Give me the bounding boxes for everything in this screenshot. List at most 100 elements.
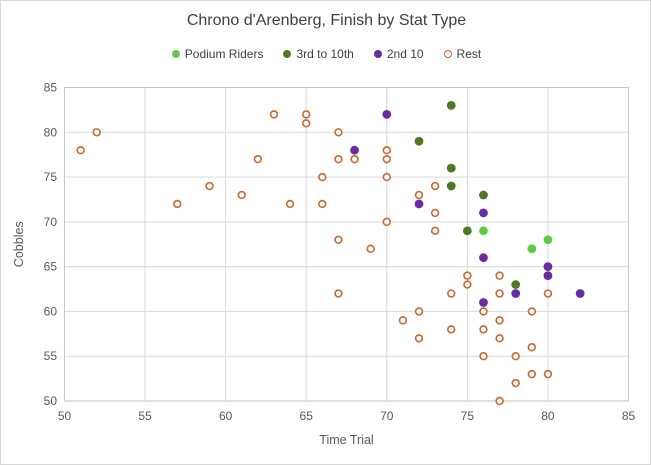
point-2nd-10: [350, 145, 359, 155]
point-rest: [76, 146, 85, 155]
legend-label: Podium Riders: [184, 47, 264, 61]
x-tick-label: 55: [138, 409, 152, 423]
point-rest: [447, 325, 456, 334]
y-tick-label: 55: [44, 349, 58, 363]
x-axis-title: Time Trial: [319, 433, 373, 447]
point-rest: [318, 199, 327, 209]
point-rest: [92, 128, 101, 137]
point-2nd-10: [479, 253, 488, 263]
point-rest: [398, 316, 408, 325]
point-rest: [527, 343, 537, 352]
point-rest: [285, 199, 295, 209]
point-rest: [414, 334, 424, 343]
point-rest: [430, 208, 440, 218]
point-3rd-to-10th: [446, 163, 456, 173]
legend-item-podium-riders: Podium Riders: [171, 47, 264, 61]
y-tick-label: 80: [44, 125, 58, 139]
x-tick-label: 80: [541, 409, 555, 423]
legend-label: Rest: [456, 47, 482, 61]
point-3rd-to-10th: [446, 181, 456, 191]
point-3rd-to-10th: [446, 101, 456, 110]
point-2nd-10: [479, 298, 488, 307]
plot-border: [64, 87, 629, 402]
legend-marker-2nd-10: [373, 50, 382, 58]
point-rest: [463, 280, 472, 289]
legend-label: 3rd to 10th: [296, 47, 354, 61]
point-rest: [430, 226, 440, 236]
point-rest: [237, 190, 246, 200]
point-rest: [382, 172, 391, 182]
point-podium-riders: [479, 226, 488, 236]
x-tick-label: 60: [219, 409, 233, 423]
point-3rd-to-10th: [414, 136, 424, 146]
point-rest: [173, 199, 182, 209]
y-tick-label: 70: [44, 215, 58, 229]
point-rest: [334, 289, 343, 298]
point-3rd-to-10th: [511, 280, 521, 289]
legend-marker-3rd-to-10th: [283, 50, 292, 58]
point-rest: [495, 316, 504, 325]
point-2nd-10: [511, 289, 521, 298]
point-rest: [334, 154, 343, 164]
point-rest: [350, 154, 359, 164]
point-rest: [414, 307, 424, 316]
legend-item-3rd-to-10th: 3rd to 10th: [283, 47, 354, 61]
legend-label: 2nd 10: [386, 47, 424, 61]
y-tick-label: 60: [44, 304, 58, 318]
y-tick-label: 85: [44, 81, 58, 95]
y-axis-title: Cobbles: [12, 221, 26, 267]
point-2nd-10: [414, 199, 424, 209]
x-tick-label: 70: [380, 409, 394, 423]
legend-marker-rest: [443, 50, 452, 58]
point-rest: [430, 181, 440, 191]
point-2nd-10: [382, 109, 392, 119]
legend-marker-podium-riders: [171, 50, 180, 58]
point-rest: [447, 289, 456, 298]
point-rest: [318, 172, 327, 182]
legend-item-2nd-10: 2nd 10: [373, 47, 424, 61]
point-rest: [527, 307, 537, 316]
point-2nd-10: [543, 271, 553, 280]
chart-legend: Podium Riders 3rd to 10th 2nd 10 Rest: [1, 47, 650, 61]
x-tick-label: 65: [300, 409, 314, 423]
point-rest: [495, 271, 504, 280]
point-2nd-10: [575, 289, 585, 298]
point-rest: [382, 154, 391, 164]
point-rest: [382, 217, 391, 227]
point-rest: [479, 307, 488, 316]
x-tick-label: 85: [622, 409, 636, 423]
point-podium-riders: [527, 244, 537, 254]
point-rest: [302, 110, 311, 119]
point-rest: [495, 334, 504, 343]
point-rest: [366, 244, 375, 253]
point-rest: [334, 235, 343, 244]
point-2nd-10: [543, 262, 553, 272]
point-rest: [253, 154, 263, 164]
point-rest: [543, 369, 553, 379]
point-rest: [302, 119, 311, 128]
x-tick-label: 50: [58, 409, 72, 423]
point-rest: [334, 128, 343, 137]
y-tick-label: 50: [44, 394, 58, 408]
point-rest: [479, 352, 488, 361]
point-2nd-10: [479, 208, 488, 218]
y-tick-label: 65: [44, 260, 58, 274]
point-rest: [382, 146, 391, 155]
legend-item-rest: Rest: [443, 47, 482, 61]
point-rest: [543, 289, 553, 298]
point-rest: [205, 181, 214, 191]
y-tick-label: 75: [44, 170, 58, 184]
point-rest: [495, 289, 504, 298]
point-rest: [511, 378, 520, 388]
point-podium-riders: [543, 235, 553, 245]
point-rest: [527, 369, 537, 379]
point-3rd-to-10th: [479, 190, 488, 200]
point-rest: [495, 396, 504, 406]
x-tick-label: 75: [461, 409, 475, 423]
point-rest: [511, 352, 520, 361]
chart-title: Chrono d'Arenberg, Finish by Stat Type: [186, 12, 467, 29]
point-rest: [463, 271, 472, 280]
point-3rd-to-10th: [462, 226, 472, 236]
